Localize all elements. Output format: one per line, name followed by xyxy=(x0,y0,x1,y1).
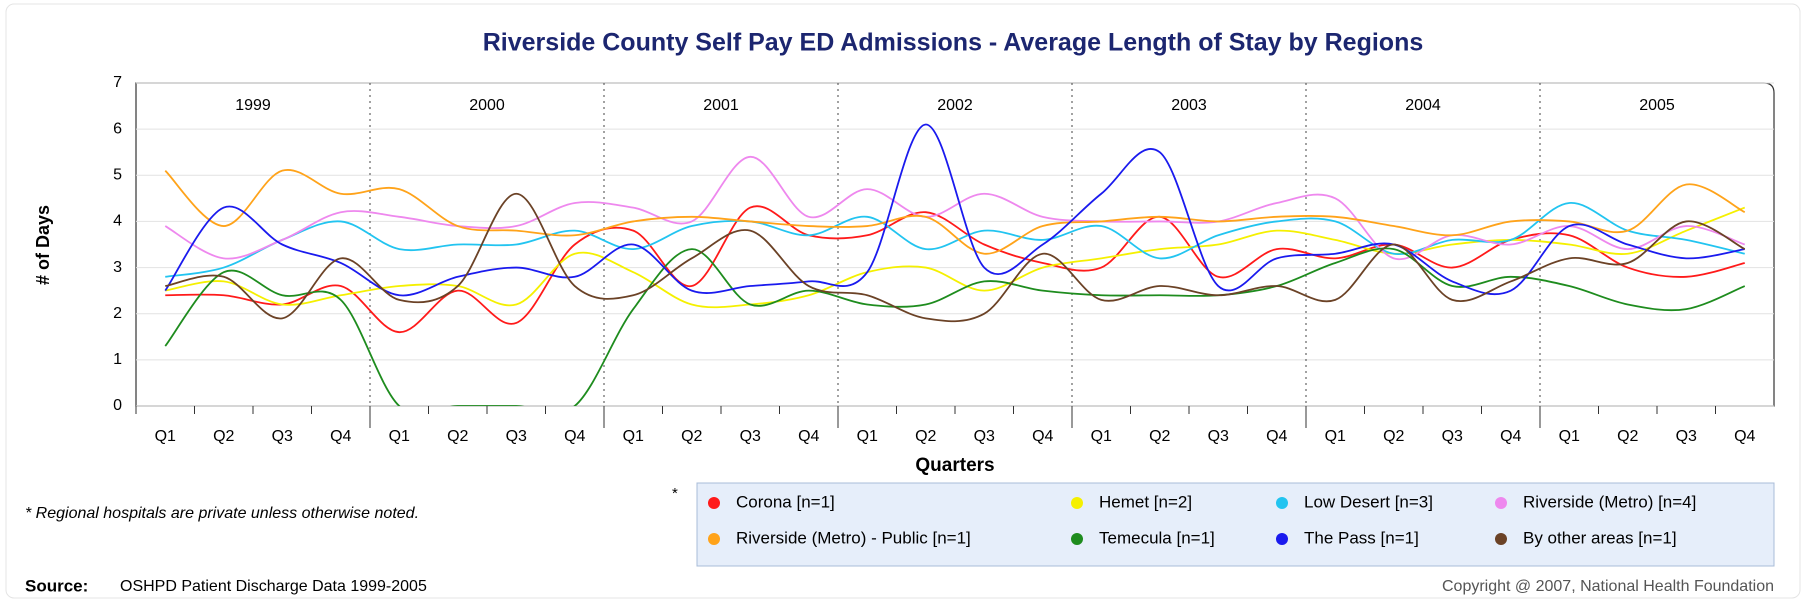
y-tick-label: 2 xyxy=(113,305,122,322)
x-tick-label: Q2 xyxy=(1383,428,1404,445)
chart-title: Riverside County Self Pay ED Admissions … xyxy=(483,29,1424,57)
year-label: 2005 xyxy=(1639,97,1675,114)
x-tick-label: Q1 xyxy=(1091,428,1112,445)
legend-marker xyxy=(1495,533,1507,545)
legend-marker xyxy=(1071,497,1083,509)
legend-label: Hemet [n=2] xyxy=(1099,492,1192,511)
x-tick-label: Q1 xyxy=(1325,428,1346,445)
year-label: 2002 xyxy=(937,97,973,114)
series-line xyxy=(164,169,1746,255)
series-line xyxy=(165,202,1745,278)
year-label: 2000 xyxy=(469,97,505,114)
copyright: Copyright @ 2007, National Health Founda… xyxy=(1442,578,1774,595)
x-tick-label: Q3 xyxy=(1208,428,1229,445)
series-line xyxy=(164,247,1746,406)
x-tick-label: Q4 xyxy=(1734,428,1755,445)
legend xyxy=(696,482,1775,567)
x-axis-title: Quarters xyxy=(915,455,994,476)
y-tick-label: 0 xyxy=(113,397,122,414)
x-tick-label: Q1 xyxy=(155,428,176,445)
legend-marker xyxy=(1276,497,1288,509)
source-text: OSHPD Patient Discharge Data 1999-2005 xyxy=(120,578,427,595)
x-tick-label: Q4 xyxy=(330,428,351,445)
series-line xyxy=(165,205,1745,334)
x-tick-label: Q1 xyxy=(857,428,878,445)
legend-label: Temecula [n=1] xyxy=(1099,528,1215,547)
source-label: Source: xyxy=(25,576,88,595)
x-tick-label: Q2 xyxy=(1149,428,1170,445)
x-tick-label: Q2 xyxy=(447,428,468,445)
legend-star: * xyxy=(672,485,678,502)
legend-marker xyxy=(1071,533,1083,545)
x-tick-label: Q4 xyxy=(564,428,585,445)
series-line xyxy=(164,155,1746,261)
x-tick-label: Q3 xyxy=(1442,428,1463,445)
year-label: 1999 xyxy=(235,97,271,114)
x-tick-label: Q3 xyxy=(740,428,761,445)
y-tick-label: 4 xyxy=(113,213,122,230)
x-tick-label: Q4 xyxy=(798,428,819,445)
year-label: 2004 xyxy=(1405,97,1441,114)
x-tick-label: Q1 xyxy=(1559,428,1580,445)
x-tick-label: Q1 xyxy=(623,428,644,445)
y-axis-title: # of Days xyxy=(33,205,53,285)
legend-marker xyxy=(1495,497,1507,509)
y-tick-label: 7 xyxy=(113,74,122,91)
x-tick-label: Q1 xyxy=(389,428,410,445)
year-label: 2001 xyxy=(703,97,739,114)
legend-marker xyxy=(708,497,720,509)
footnote: * Regional hospitals are private unless … xyxy=(25,505,419,522)
x-tick-label: Q2 xyxy=(213,428,234,445)
x-tick-label: Q4 xyxy=(1500,428,1521,445)
x-tick-label: Q3 xyxy=(974,428,995,445)
x-tick-label: Q2 xyxy=(681,428,702,445)
x-tick-label: Q3 xyxy=(506,428,527,445)
y-tick-label: 6 xyxy=(113,120,122,137)
x-tick-label: Q2 xyxy=(1617,428,1638,445)
plot-area xyxy=(135,82,1775,407)
y-tick-label: 3 xyxy=(113,259,122,276)
legend-label: Low Desert [n=3] xyxy=(1304,492,1433,511)
y-tick-label: 5 xyxy=(113,167,122,184)
legend-label: By other areas [n=1] xyxy=(1523,528,1677,547)
series-layer xyxy=(164,123,1746,406)
year-label: 2003 xyxy=(1171,97,1207,114)
legend-label: Riverside (Metro) [n=4] xyxy=(1523,492,1696,511)
legend-label: The Pass [n=1] xyxy=(1304,528,1419,547)
series-line xyxy=(164,123,1745,297)
x-tick-label: Q3 xyxy=(272,428,293,445)
legend-marker xyxy=(708,533,720,545)
x-tick-label: Q3 xyxy=(1676,428,1697,445)
y-tick-label: 1 xyxy=(113,351,122,368)
legend-label: Corona [n=1] xyxy=(736,492,835,511)
x-tick-label: Q4 xyxy=(1032,428,1053,445)
x-tick-label: Q4 xyxy=(1266,428,1287,445)
series-line xyxy=(165,192,1746,323)
legend-label: Riverside (Metro) - Public [n=1] xyxy=(736,528,971,547)
legend-marker xyxy=(1276,533,1288,545)
x-tick-label: Q2 xyxy=(915,428,936,445)
